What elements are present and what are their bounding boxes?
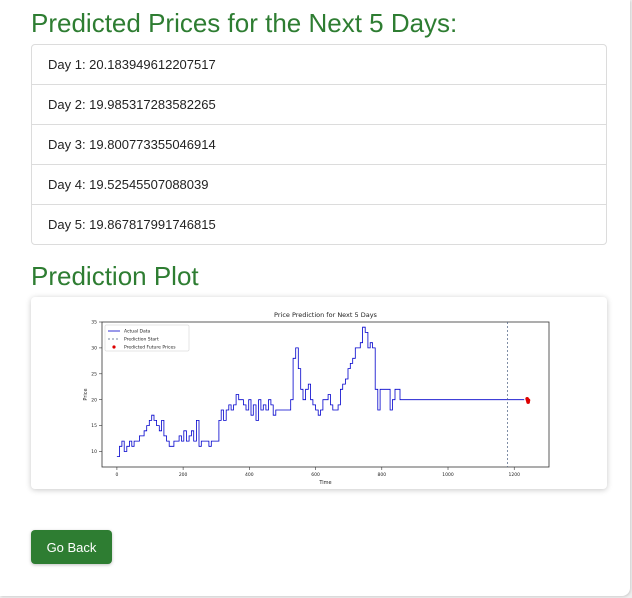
x-tick-label: 600 xyxy=(311,472,320,478)
legend-actual-label: Actual Data xyxy=(124,329,151,335)
y-tick-label: 25 xyxy=(91,371,97,377)
page-title: Predicted Prices for the Next 5 Days: xyxy=(31,8,458,38)
y-tick-label: 15 xyxy=(91,423,97,429)
legend-predicted-label: Predicted Future Prices xyxy=(124,345,176,351)
y-tick-label: 30 xyxy=(91,345,97,351)
legend-start-label: Prediction Start xyxy=(124,337,159,343)
list-item: Day 5: 19.867817991746815 xyxy=(32,204,606,244)
x-tick-label: 1000 xyxy=(442,472,454,478)
list-item: Day 3: 19.800773355046914 xyxy=(32,124,606,164)
predictions-list: Day 1: 20.183949612207517 Day 2: 19.9853… xyxy=(31,44,607,245)
go-back-button[interactable]: Go Back xyxy=(31,530,112,564)
x-tick-label: 200 xyxy=(179,472,188,478)
list-item: Day 1: 20.183949612207517 xyxy=(48,57,216,72)
y-tick-label: 20 xyxy=(91,397,97,403)
legend-box xyxy=(104,324,190,352)
x-tick-label: 0 xyxy=(115,472,118,478)
x-tick-label: 400 xyxy=(245,472,254,478)
list-item: Day 2: 19.985317283582265 xyxy=(32,84,606,124)
chart-title: Price Prediction for Next 5 Days xyxy=(274,311,378,319)
plot-frame xyxy=(101,321,550,468)
y-tick-label: 10 xyxy=(91,449,97,455)
prediction-plot: Price Prediction for Next 5 Days 0 200 400 6… xyxy=(31,297,607,489)
plot-heading: Prediction Plot xyxy=(31,261,199,291)
x-axis-label: Time xyxy=(318,480,331,486)
x-tick-label: 800 xyxy=(377,472,386,478)
prediction-chart: Price Prediction for Next 5 Days 0 200 400 6… xyxy=(83,311,550,486)
legend-predicted-swatch xyxy=(112,345,116,349)
y-tick-label: 35 xyxy=(91,320,97,326)
y-axis-label: Price xyxy=(83,388,89,400)
x-tick-label: 1200 xyxy=(509,472,521,478)
list-item: Day 4: 19.52545507088039 xyxy=(32,164,606,204)
predicted-point xyxy=(526,398,531,403)
series-actual-data-line xyxy=(116,326,525,457)
